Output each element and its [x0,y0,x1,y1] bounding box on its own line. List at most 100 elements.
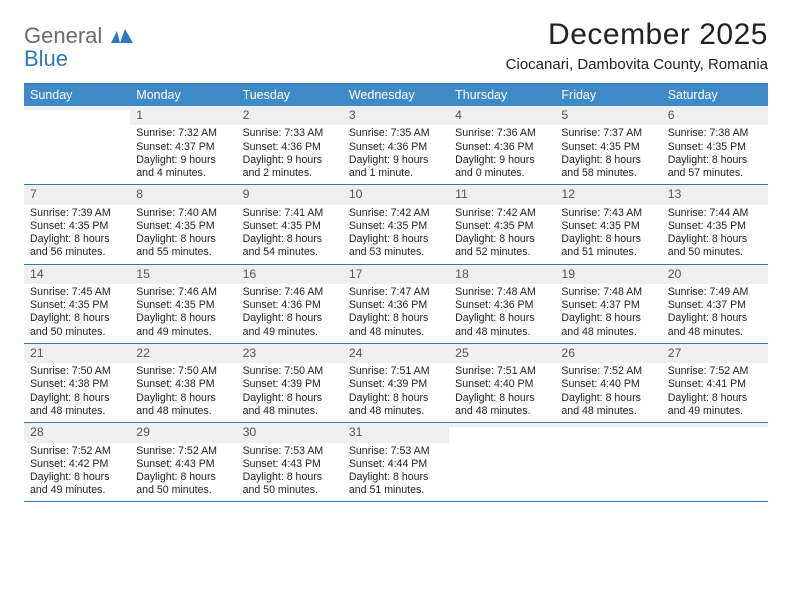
daylight-text: Daylight: 8 hours and 50 minutes. [243,471,337,497]
day-number-bar [24,106,130,110]
sunset-text: Sunset: 4:35 PM [455,220,549,233]
day-number: 31 [349,425,363,439]
daylight-text: Daylight: 8 hours and 54 minutes. [243,233,337,259]
day-cell: 4Sunrise: 7:36 AMSunset: 4:36 PMDaylight… [449,106,555,184]
day-cell: 29Sunrise: 7:52 AMSunset: 4:43 PMDayligh… [130,423,236,501]
day-number: 12 [561,187,575,201]
sunrise-text: Sunrise: 7:39 AM [30,207,124,220]
day-number-bar [555,423,661,427]
day-cell: 23Sunrise: 7:50 AMSunset: 4:39 PMDayligh… [237,344,343,422]
daylight-text: Daylight: 8 hours and 48 minutes. [668,312,762,338]
daylight-text: Daylight: 8 hours and 48 minutes. [30,392,124,418]
day-number-bar: 1 [130,106,236,125]
weeks-container: 1 Sunrise: 7:32 AMSunset: 4:37 PM Daylight… [24,106,768,502]
day-cell: 21Sunrise: 7:50 AMSunset: 4:38 PMDayligh… [24,344,130,422]
sunrise-text: Sunrise: 7:32 AM [136,127,230,140]
sunset-text: Sunset: 4:35 PM [561,141,655,154]
logo-word-general: General [24,23,102,48]
day-cell: 22Sunrise: 7:50 AMSunset: 4:38 PMDayligh… [130,344,236,422]
day-number: 28 [30,425,44,439]
sunrise-text: Sunrise: 7:48 AM [455,286,549,299]
day-number-bar: 28 [24,423,130,442]
day-number: 24 [349,346,363,360]
day-cell: 9Sunrise: 7:41 AMSunset: 4:35 PMDaylight… [237,185,343,263]
sunset-text: Sunset: 4:36 PM [243,299,337,312]
day-number-bar: 24 [343,344,449,363]
day-number-bar: 18 [449,265,555,284]
day-number: 4 [455,108,462,122]
week-row: 28Sunrise: 7:52 AMSunset: 4:42 PMDayligh… [24,423,768,502]
sunset-text: Sunset: 4:36 PM [349,141,443,154]
sunrise-text: Sunrise: 7:53 AM [243,445,337,458]
sunrise-text: Sunrise: 7:44 AM [668,207,762,220]
sunset-text: Sunset: 4:38 PM [30,378,124,391]
weekday-header-row: Sunday Monday Tuesday Wednesday Thursday… [24,84,768,106]
day-number-bar: 2 [237,106,343,125]
day-number-bar: 4 [449,106,555,125]
day-number: 3 [349,108,356,122]
title-block: December 2025 Ciocanari, Dambovita Count… [506,18,768,73]
day-cell: 5Sunrise: 7:37 AMSunset: 4:35 PMDaylight… [555,106,661,184]
day-number: 18 [455,267,469,281]
day-cell: 10Sunrise: 7:42 AMSunset: 4:35 PMDayligh… [343,185,449,263]
day-cell: 18 Sunrise: 7:48 AMSunset: 4:36 PMDayligh… [449,265,555,343]
day-cell: 16 Sunrise: 7:46 AMSunset: 4:36 PMDayligh… [237,265,343,343]
daylight-text: Daylight: 8 hours and 48 minutes. [561,312,655,338]
sunrise-text: Sunrise: 7:52 AM [136,445,230,458]
sunrise-text: Sunrise: 7:41 AM [243,207,337,220]
day-cell: 12Sunrise: 7:43 AMSunset: 4:35 PMDayligh… [555,185,661,263]
daylight-text: Daylight: 8 hours and 50 minutes. [668,233,762,259]
week-row: 7Sunrise: 7:39 AMSunset: 4:35 PMDaylight… [24,185,768,264]
daylight-text: Daylight: 8 hours and 53 minutes. [349,233,443,259]
logo-text: General Blue [24,24,133,70]
daylight-text: Daylight: 8 hours and 48 minutes. [349,392,443,418]
daylight-text: Daylight: 8 hours and 48 minutes. [561,392,655,418]
day-number: 25 [455,346,469,360]
daylight-text: Daylight: 8 hours and 52 minutes. [455,233,549,259]
day-number: 17 [349,267,363,281]
day-cell: 7Sunrise: 7:39 AMSunset: 4:35 PMDaylight… [24,185,130,263]
sunset-text: Sunset: 4:36 PM [455,299,549,312]
day-number: 29 [136,425,150,439]
day-number: 1 [136,108,143,122]
sunrise-text: Sunrise: 7:35 AM [349,127,443,140]
sunrise-text: Sunrise: 7:43 AM [561,207,655,220]
week-row: 14Sunrise: 7:45 AMSunset: 4:35 PMDayligh… [24,265,768,344]
day-number-bar: 3 [343,106,449,125]
day-number: 6 [668,108,675,122]
sunrise-text: Sunrise: 7:49 AM [668,286,762,299]
day-number: 14 [30,267,44,281]
sunset-text: Sunset: 4:37 PM [136,141,230,154]
daylight-text: Daylight: 8 hours and 48 minutes. [455,312,549,338]
day-number: 2 [243,108,250,122]
daylight-text: Daylight: 8 hours and 49 minutes. [243,312,337,338]
day-number-bar: 20 [662,265,768,284]
day-cell: 30Sunrise: 7:53 AMSunset: 4:43 PMDayligh… [237,423,343,501]
weekday-header: Sunday [24,84,130,106]
sunrise-text: Sunrise: 7:46 AM [243,286,337,299]
calendar-page: General Blue December 2025 Ciocanari, Da… [0,0,792,502]
day-cell: 6Sunrise: 7:38 AMSunset: 4:35 PMDaylight… [662,106,768,184]
sunset-text: Sunset: 4:40 PM [455,378,549,391]
sunrise-text: Sunrise: 7:42 AM [349,207,443,220]
day-number: 22 [136,346,150,360]
day-number: 9 [243,187,250,201]
day-number-bar: 17 [343,265,449,284]
weekday-header: Wednesday [343,84,449,106]
day-cell: 26Sunrise: 7:52 AMSunset: 4:40 PMDayligh… [555,344,661,422]
week-row: 1 Sunrise: 7:32 AMSunset: 4:37 PM Daylight… [24,106,768,185]
sunrise-text: Sunrise: 7:50 AM [243,365,337,378]
day-number-bar: 25 [449,344,555,363]
week-row: 21Sunrise: 7:50 AMSunset: 4:38 PMDayligh… [24,344,768,423]
day-number: 15 [136,267,150,281]
day-number-bar: 5 [555,106,661,125]
sunset-text: Sunset: 4:44 PM [349,458,443,471]
day-number-bar: 30 [237,423,343,442]
day-number: 16 [243,267,257,281]
daylight-text: Daylight: 8 hours and 51 minutes. [349,471,443,497]
daylight-text: Daylight: 9 hours and 1 minute. [349,154,443,180]
day-number-bar: 9 [237,185,343,204]
daylight-text: Daylight: 9 hours and 0 minutes. [455,154,549,180]
day-number-bar: 10 [343,185,449,204]
day-cell: 19Sunrise: 7:48 AMSunset: 4:37 PMDayligh… [555,265,661,343]
